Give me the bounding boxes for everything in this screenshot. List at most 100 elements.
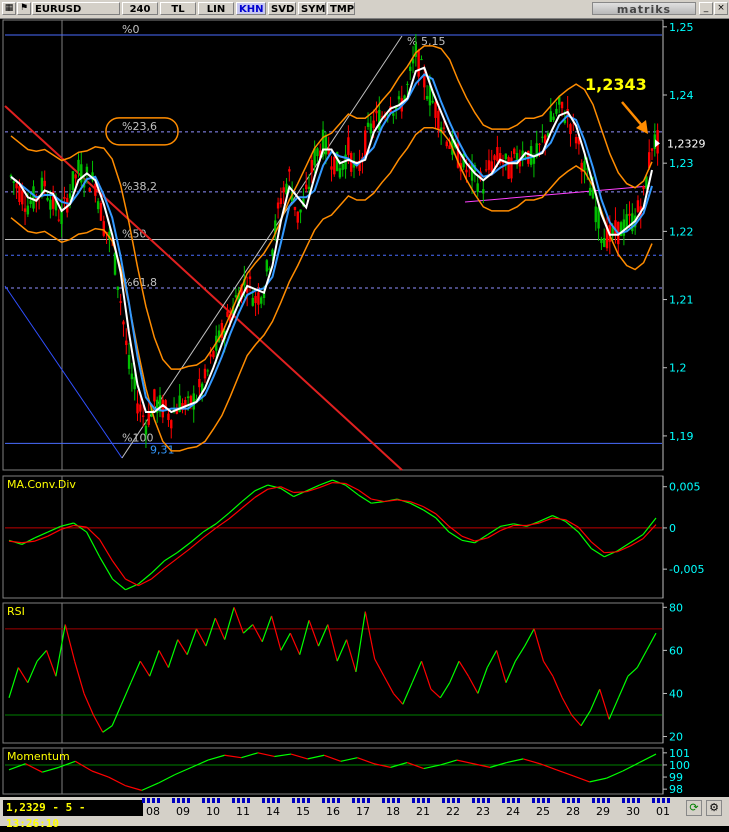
candle-body xyxy=(619,222,623,236)
series-segment xyxy=(487,525,502,536)
series-segment xyxy=(8,667,19,698)
candle-body xyxy=(189,395,193,407)
candle-body xyxy=(521,150,524,159)
series-segment xyxy=(524,628,535,647)
series-segment xyxy=(552,517,566,521)
symbol-field[interactable]: EURUSD xyxy=(32,2,120,15)
series-segment xyxy=(523,758,541,765)
candle-body xyxy=(285,183,288,195)
series-segment xyxy=(617,675,629,699)
series-segment xyxy=(8,763,26,771)
candle-body xyxy=(164,400,167,410)
series-segment xyxy=(21,540,35,544)
date-marker xyxy=(572,798,575,803)
series-segment xyxy=(75,760,93,772)
series-segment xyxy=(589,688,601,711)
candle-body xyxy=(380,116,384,118)
date-marker xyxy=(427,798,430,803)
candle-body xyxy=(251,297,254,306)
candle-body xyxy=(600,238,603,244)
series-segment xyxy=(345,482,359,491)
tmp-button[interactable]: TMP xyxy=(327,2,355,15)
date-marker xyxy=(207,798,210,803)
candle-body xyxy=(80,164,83,183)
panel-border xyxy=(2,747,664,795)
candle-body xyxy=(462,153,465,168)
annotation-arrow xyxy=(621,101,645,129)
candle-body xyxy=(96,201,100,210)
svd-button[interactable]: SVD xyxy=(268,2,296,15)
series-segment xyxy=(599,688,610,720)
series-segment xyxy=(149,650,160,677)
candle-body xyxy=(139,404,142,412)
series-segment xyxy=(138,578,152,587)
series-segment xyxy=(176,548,191,559)
series-segment xyxy=(64,624,76,662)
sym-button[interactable]: SYM xyxy=(298,2,326,15)
series-segment xyxy=(254,488,269,498)
candle-body xyxy=(158,395,162,412)
candle-body xyxy=(338,168,342,178)
series-segment xyxy=(500,523,514,527)
settings-icon[interactable]: ⚙ xyxy=(706,800,722,816)
candle-body xyxy=(234,295,238,298)
candle-body xyxy=(237,293,240,307)
series-segment xyxy=(191,759,209,768)
series-segment xyxy=(477,667,488,694)
candle-body xyxy=(203,368,207,379)
candle-body xyxy=(611,226,614,235)
series-segment xyxy=(130,660,141,683)
series-segment xyxy=(440,759,458,766)
candle-body xyxy=(414,43,418,57)
x-tick-label: 16 xyxy=(326,805,340,818)
tl-button[interactable]: TL xyxy=(160,2,196,15)
series-segment xyxy=(474,537,488,542)
annotation-label: 1,2343 xyxy=(585,75,647,94)
date-marker xyxy=(412,798,415,803)
candle-body xyxy=(532,157,536,164)
candle-body xyxy=(310,159,314,173)
candle-body xyxy=(178,395,181,412)
lin-button[interactable]: LIN xyxy=(198,2,234,15)
khn-button[interactable]: KHN xyxy=(236,2,266,15)
series-segment xyxy=(629,534,644,544)
timeframe-button[interactable]: 240 xyxy=(122,2,158,15)
series-segment xyxy=(125,578,139,587)
series-segment xyxy=(646,632,657,651)
candle-body xyxy=(372,120,375,128)
candle-body xyxy=(26,205,30,215)
series-segment xyxy=(158,650,169,668)
candle-body xyxy=(434,102,437,118)
candle-body xyxy=(60,210,63,224)
minimize-icon[interactable]: _ xyxy=(699,2,713,15)
series-segment xyxy=(406,761,424,770)
candle-body xyxy=(274,220,277,235)
candle-body xyxy=(628,213,631,216)
close-icon[interactable]: × xyxy=(714,2,728,15)
downtrend-line xyxy=(4,105,403,471)
x-tick-label: 18 xyxy=(386,805,400,818)
x-tick-label: 17 xyxy=(356,805,370,818)
date-marker xyxy=(297,798,300,803)
series-segment xyxy=(289,632,301,655)
candle-body xyxy=(49,199,52,210)
date-marker xyxy=(637,798,640,803)
series-segment xyxy=(17,667,29,684)
candle-body xyxy=(378,109,381,131)
flag-icon[interactable]: ⚑ xyxy=(17,2,31,15)
candle-body xyxy=(12,181,16,183)
price-panel: %0%23,6%38,2%50%61,8%100% 5,159,311,251,… xyxy=(2,19,714,471)
status-bar: 1,2329 - 5 - 13:26:10 08 09 10 11 14 15 16 17 18… xyxy=(0,797,729,830)
x-tick-label: 24 xyxy=(506,805,520,818)
menu-icon[interactable]: ▦ xyxy=(2,2,16,15)
candle-body xyxy=(456,143,460,168)
candle-body xyxy=(293,206,297,210)
candle-body xyxy=(74,174,77,179)
y-tick-label: 0,005 xyxy=(669,481,701,494)
refresh-icon[interactable]: ⟳ xyxy=(686,800,702,816)
series-segment xyxy=(487,529,502,539)
series-segment xyxy=(290,753,308,760)
date-marker xyxy=(212,798,215,803)
date-marker xyxy=(597,798,600,803)
